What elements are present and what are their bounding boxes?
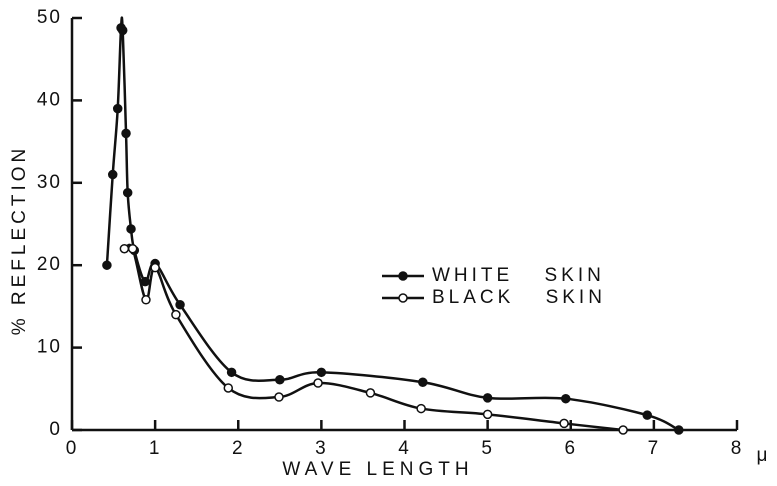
x-tick-label: 0 (66, 438, 79, 459)
data-point (223, 383, 234, 393)
y-tick-label: 30 (37, 172, 62, 193)
data-point (141, 295, 151, 305)
data-point (316, 367, 327, 378)
data-point (117, 25, 128, 36)
x-unit: μ (757, 445, 770, 466)
data-point (121, 128, 131, 139)
x-tick-label: 6 (564, 438, 577, 459)
y-tick-label: 50 (37, 7, 62, 28)
data-point (150, 262, 160, 273)
data-point (561, 393, 571, 404)
data-point (122, 187, 133, 198)
legend-marker (398, 293, 408, 303)
x-axis-label: WAVE LENGTH (282, 459, 473, 480)
data-point (365, 388, 376, 398)
data-point (416, 403, 426, 414)
data-point (559, 418, 569, 429)
data-point (175, 300, 185, 310)
y-tick-label: 0 (49, 419, 62, 440)
data-point (127, 243, 138, 254)
legend-label: WHITE SKIN (432, 265, 605, 286)
data-point (107, 169, 118, 180)
y-tick-label: 20 (37, 254, 62, 275)
data-point (274, 392, 284, 402)
y-tick-label: 40 (37, 89, 62, 110)
data-point (642, 410, 652, 420)
data-point (313, 378, 323, 388)
data-point (418, 377, 428, 387)
data-point (482, 393, 493, 403)
data-point (171, 309, 181, 320)
legend-marker (398, 271, 408, 281)
y-axis-label: % REFLECTION (9, 145, 30, 336)
x-tick-label: 7 (648, 438, 661, 459)
series-line (105, 16, 680, 432)
legend-label: BLACK SKIN (432, 287, 606, 308)
data-point (112, 103, 123, 114)
x-tick-label: 5 (481, 438, 494, 459)
data-point (482, 409, 493, 420)
data-point (226, 367, 237, 378)
data-point (126, 224, 136, 234)
x-tick-label: 4 (398, 438, 411, 459)
data-point (275, 374, 285, 385)
data-point (674, 425, 684, 435)
data-point (618, 425, 628, 435)
data-point (102, 260, 112, 270)
data-point (119, 243, 130, 254)
y-tick-label: 10 (37, 337, 62, 358)
x-tick-label: 1 (149, 438, 162, 459)
x-tick-label: 3 (315, 438, 328, 459)
x-tick-label: 2 (232, 438, 245, 459)
x-tick-label: 8 (731, 438, 744, 459)
